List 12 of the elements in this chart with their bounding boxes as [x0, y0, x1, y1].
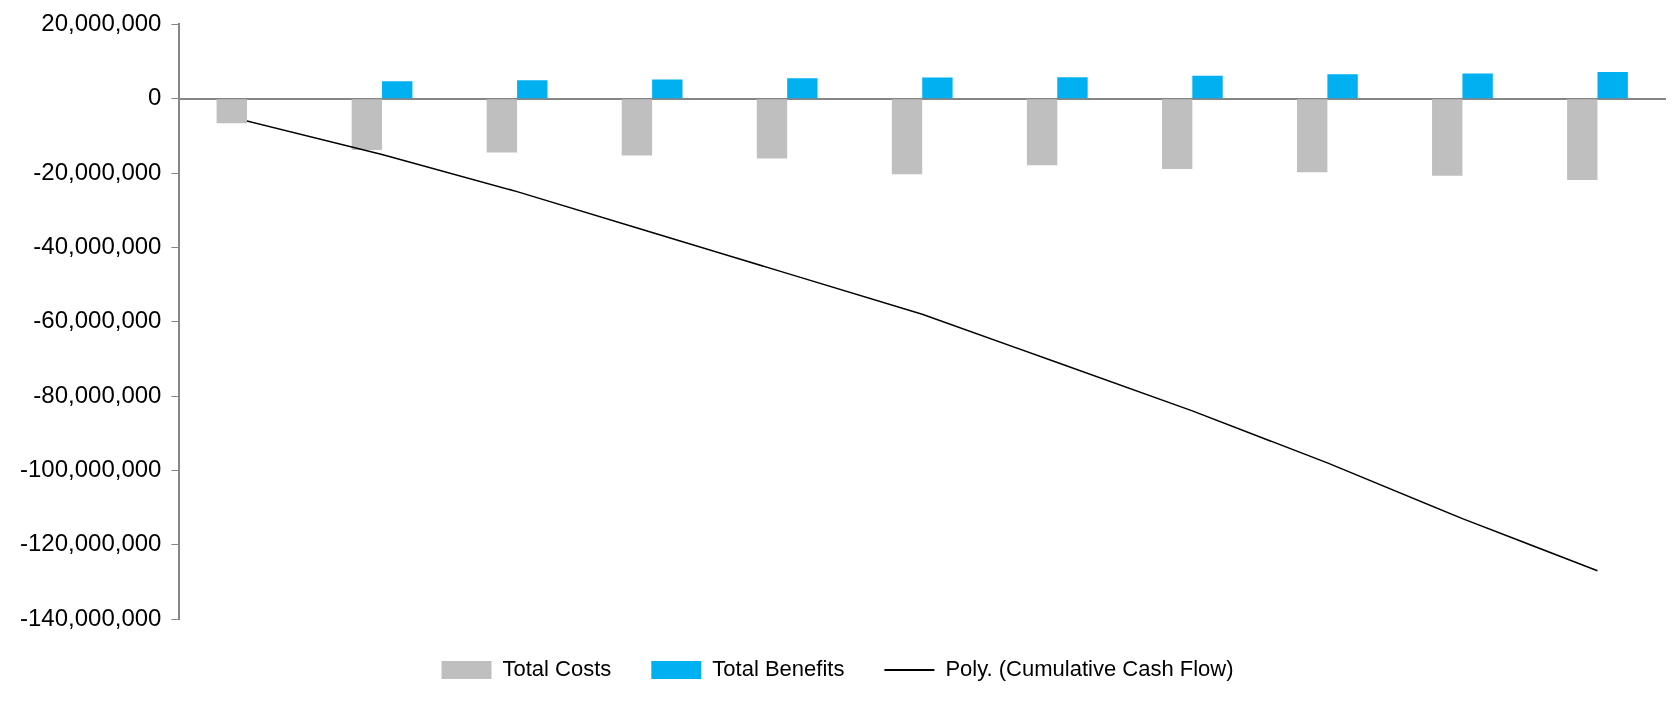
legend-label: Total Costs: [502, 656, 612, 682]
y-tick-label: 0: [148, 83, 162, 111]
legend-label: Total Benefits: [712, 656, 845, 682]
y-tick-label: -140,000,000: [19, 603, 162, 631]
y-tick-label: -120,000,000: [19, 529, 162, 557]
y-tick-label: -20,000,000: [33, 157, 162, 185]
y-tick-label: 20,000,000: [41, 9, 162, 37]
legend-label: Poly. (Cumulative Cash Flow): [945, 656, 1234, 682]
y-tick-label: -40,000,000: [33, 232, 162, 259]
y-tick-label: -80,000,000: [33, 380, 162, 408]
y-tick-label: -100,000,000: [19, 454, 162, 482]
y-tick-label: -60,000,000: [33, 306, 162, 334]
